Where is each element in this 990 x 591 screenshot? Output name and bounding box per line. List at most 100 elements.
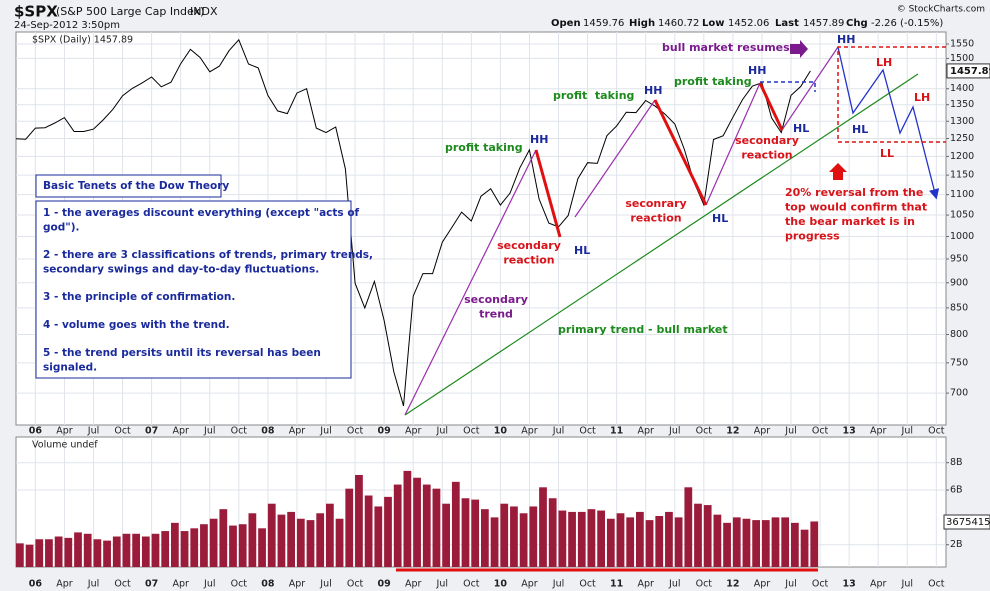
y-tick-label: 1200 bbox=[950, 151, 974, 162]
x-tick-label: Oct bbox=[579, 426, 596, 437]
quote-label: Open bbox=[551, 18, 581, 29]
volume-bar bbox=[597, 510, 605, 567]
x-tick-label: 07 bbox=[145, 426, 158, 437]
volume-bar bbox=[54, 536, 63, 567]
x-tick-label: Oct bbox=[231, 426, 248, 437]
volume-bar bbox=[335, 518, 344, 567]
reaction-line bbox=[653, 99, 708, 206]
volume-bar bbox=[432, 488, 441, 567]
volume-bar bbox=[645, 520, 654, 567]
volume-bar bbox=[732, 517, 741, 567]
volume-bar bbox=[355, 475, 363, 567]
volume-bar bbox=[674, 517, 683, 567]
volume-bar bbox=[141, 536, 150, 567]
annotation: HL bbox=[574, 244, 590, 257]
annotation: LH bbox=[876, 56, 892, 69]
dow-item: signaled. bbox=[43, 362, 97, 374]
x-tick-label: Apr bbox=[754, 579, 771, 590]
annotation: HL bbox=[793, 122, 809, 135]
y-tick-label: 700 bbox=[950, 388, 968, 399]
dow-title-box bbox=[35, 174, 222, 198]
volume-bar bbox=[103, 540, 111, 567]
annotation: primary trend - bull market bbox=[558, 323, 728, 336]
volume-bar bbox=[713, 514, 722, 567]
annotation: bull market resumes bbox=[662, 41, 790, 54]
credit: © StockCharts.com bbox=[897, 5, 985, 15]
secondary-trendline bbox=[404, 149, 537, 416]
y-tick-label: 1400 bbox=[950, 83, 974, 94]
y-tick-label: 1000 bbox=[950, 231, 974, 242]
annotation: reaction bbox=[741, 149, 792, 162]
volume-bar bbox=[568, 511, 576, 567]
y-tick-label: 1050 bbox=[950, 210, 974, 221]
y-tick-label: 2B bbox=[950, 539, 963, 550]
volume-bar bbox=[577, 511, 586, 567]
x-tick-label: Jul bbox=[552, 579, 564, 590]
x-tick-label: Jul bbox=[901, 426, 913, 437]
volume-bar bbox=[800, 529, 809, 567]
annotation: seconrary bbox=[625, 197, 686, 210]
annotation: top would confirm that bbox=[785, 201, 927, 214]
volume-bar bbox=[519, 513, 528, 567]
x-tick-label: Oct bbox=[696, 579, 713, 590]
x-tick-label: Jul bbox=[668, 579, 680, 590]
dow-item: 4 - volume goes with the trend. bbox=[43, 319, 230, 331]
quote-label: Chg bbox=[846, 18, 868, 29]
volume-bar bbox=[771, 517, 780, 567]
x-tick-label: 11 bbox=[610, 426, 623, 437]
volume-bar bbox=[83, 533, 92, 567]
x-tick-label: 06 bbox=[29, 426, 43, 437]
y-tick-label: 1150 bbox=[950, 170, 974, 181]
annotation: secondary bbox=[735, 134, 799, 147]
volume-bar bbox=[451, 481, 460, 567]
volume-bar bbox=[791, 522, 799, 567]
volume-bar bbox=[229, 525, 237, 567]
annotation: progress bbox=[785, 230, 840, 243]
x-tick-label: Oct bbox=[231, 579, 248, 590]
volume-bar bbox=[112, 536, 121, 567]
volume-bar bbox=[200, 524, 208, 567]
x-tick-label: Jul bbox=[784, 426, 796, 437]
annotation: the bear market is in bbox=[785, 215, 915, 228]
dow-title: Basic Tenets of the Dow Theory bbox=[43, 180, 229, 192]
primary-trendline bbox=[404, 73, 919, 416]
annotation: HL bbox=[852, 123, 868, 136]
y-tick-label: 1300 bbox=[950, 116, 974, 127]
x-tick-label: Apr bbox=[289, 426, 306, 437]
x-tick-label: Jul bbox=[319, 579, 331, 590]
price-line bbox=[15, 38, 811, 407]
volume-bar bbox=[655, 516, 664, 567]
volume-bar bbox=[529, 506, 538, 567]
x-tick-label: Oct bbox=[347, 426, 364, 437]
date: 24-Sep-2012 3:50pm bbox=[14, 20, 120, 31]
x-tick-label: Jul bbox=[901, 579, 913, 590]
x-tick-label: Oct bbox=[579, 579, 596, 590]
x-tick-label: 11 bbox=[610, 579, 623, 590]
quote: Open 1459.76 High 1460.72 Low 1452.06 Last 1457… bbox=[551, 18, 943, 29]
volume-bar bbox=[248, 513, 257, 567]
volume-bar bbox=[151, 533, 160, 567]
volume-bar bbox=[422, 484, 431, 567]
x-tick-label: Apr bbox=[172, 426, 189, 437]
volume-bar bbox=[209, 518, 218, 567]
y-tick-label: 800 bbox=[950, 329, 968, 340]
volume-bar bbox=[16, 543, 24, 567]
x-tick-label: Apr bbox=[870, 579, 887, 590]
volume-bar bbox=[636, 511, 644, 567]
quote-value: 1460.72 bbox=[658, 18, 699, 29]
x-tick-label: Oct bbox=[114, 426, 131, 437]
y-tick-label: 1500 bbox=[950, 53, 974, 64]
volume-bar bbox=[403, 470, 412, 567]
volume-bar bbox=[616, 513, 625, 567]
volume-bar bbox=[587, 509, 596, 567]
volume-bar bbox=[238, 524, 247, 567]
quote-value: -2.26 (-0.15%) bbox=[871, 18, 943, 29]
volume-bar bbox=[761, 520, 770, 567]
x-tick-label: Apr bbox=[405, 579, 422, 590]
volume-bar bbox=[258, 528, 266, 567]
volume-bar bbox=[306, 520, 315, 567]
x-tick-label: 08 bbox=[261, 426, 275, 437]
reaction-line bbox=[534, 149, 562, 238]
annotation: reaction bbox=[503, 254, 554, 267]
volume-bar bbox=[132, 533, 140, 567]
